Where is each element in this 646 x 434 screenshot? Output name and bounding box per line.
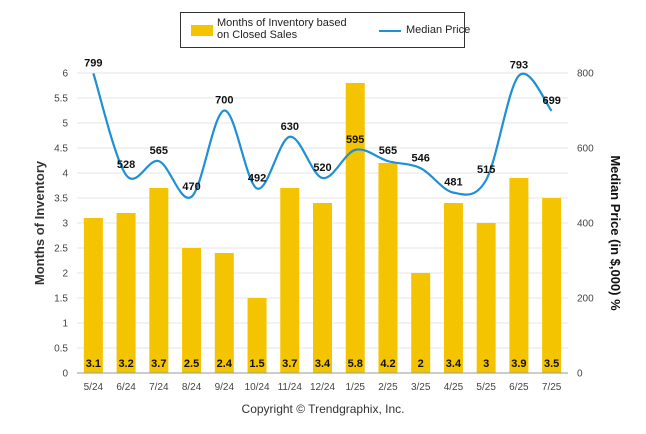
line-value-label: 528 [117,159,135,171]
chart-legend: Months of Inventory based on Closed Sale… [180,12,470,48]
bar [345,83,365,373]
y-tick-label: 4.5 [54,144,68,155]
y-tick-label: 0 [62,369,68,380]
bar-value-label: 3.2 [118,358,133,370]
x-tick-label: 2/25 [378,382,398,393]
y-right-tick-label: 0 [577,369,583,380]
median-price-line [92,72,553,199]
y-right-tick-label: 400 [577,219,594,230]
x-tick-label: 11/24 [278,382,303,393]
bar [149,188,169,373]
x-tick-label: 12/24 [310,382,335,393]
y-tick-label: 5 [62,119,68,130]
bar-value-label: 3.7 [151,358,166,370]
bar [313,203,332,373]
y-tick-label: 6 [62,69,68,80]
legend-line-label: Median Price [406,24,471,36]
x-tick-label: 8/24 [182,382,202,393]
x-tick-label: 5/24 [84,382,104,393]
copyright-text: Copyright © Trendgraphix, Inc. [241,402,405,416]
bar [509,178,529,373]
x-tick-label: 7/25 [542,382,562,393]
legend-bar-label: Months of Inventory based on Closed Sale… [217,17,367,41]
x-tick-label: 5/25 [476,382,496,393]
y-right-tick-label: 600 [577,144,594,155]
bar [182,248,202,373]
legend-bar-label-line2: on Closed Sales [217,29,298,41]
bar [214,253,234,373]
bar-value-label: 2 [418,358,424,370]
line-value-label: 565 [150,145,168,157]
line-value-label: 520 [313,162,331,174]
y-right-tick-label: 800 [577,69,594,80]
y-tick-label: 0.5 [54,344,68,355]
x-tick-label: 6/25 [509,382,529,393]
bar [411,273,431,373]
x-tick-label: 6/24 [116,382,136,393]
bar [378,163,398,373]
y-tick-label: 1 [62,319,68,330]
bar-value-label: 5.8 [348,358,363,370]
bar-value-label: 3 [483,358,489,370]
line-value-label: 793 [510,60,528,72]
line-value-label: 470 [182,181,200,193]
line-value-label: 546 [412,152,430,164]
bar [542,198,562,373]
x-tick-label: 4/25 [444,382,464,393]
bar [116,213,136,373]
line-value-label: 515 [477,164,495,176]
x-tick-label: 7/24 [149,382,169,393]
y-tick-label: 2.5 [54,244,68,255]
bar [83,218,103,373]
bar-value-label: 4.2 [380,358,395,370]
bar [247,298,267,373]
bar [443,203,463,373]
bar-value-label: 3.4 [315,358,331,370]
line-value-label: 630 [281,121,299,133]
bar-value-label: 3.9 [511,358,526,370]
line-value-label: 799 [84,57,102,69]
line-value-label: 699 [542,95,560,107]
x-tick-label: 3/25 [411,382,431,393]
x-tick-label: 10/24 [245,382,270,393]
x-tick-label: 1/25 [345,382,365,393]
bar-value-label: 3.1 [86,358,101,370]
y-tick-label: 5.5 [54,94,68,105]
y-tick-label: 4 [62,169,68,180]
line-value-label: 565 [379,145,397,157]
bar-value-label: 3.7 [282,358,297,370]
y-tick-label: 2 [62,269,68,280]
bar-value-label: 3.5 [544,358,559,370]
bar [280,188,300,373]
bar-value-label: 3.4 [446,358,462,370]
legend-bar-swatch [191,25,213,36]
y-right-axis-title: Median Price (in $,000) % [608,155,623,311]
line-value-label: 700 [215,95,233,107]
x-tick-label: 9/24 [215,382,235,393]
line-value-label: 481 [444,177,462,189]
line-value-label: 595 [346,134,364,146]
y-tick-label: 1.5 [54,294,68,305]
y-right-tick-label: 200 [577,294,594,305]
bar [476,223,496,373]
legend-line-swatch [379,30,401,32]
line-value-label: 492 [248,173,266,185]
y-axis-title: Months of Inventory [32,160,47,285]
bar-value-label: 2.5 [184,358,199,370]
legend-bar-label-line1: Months of Inventory based [217,17,347,29]
y-tick-label: 3 [62,219,68,230]
bar-value-label: 2.4 [217,358,233,370]
y-tick-label: 3.5 [54,194,68,205]
bar-value-label: 1.5 [249,358,264,370]
